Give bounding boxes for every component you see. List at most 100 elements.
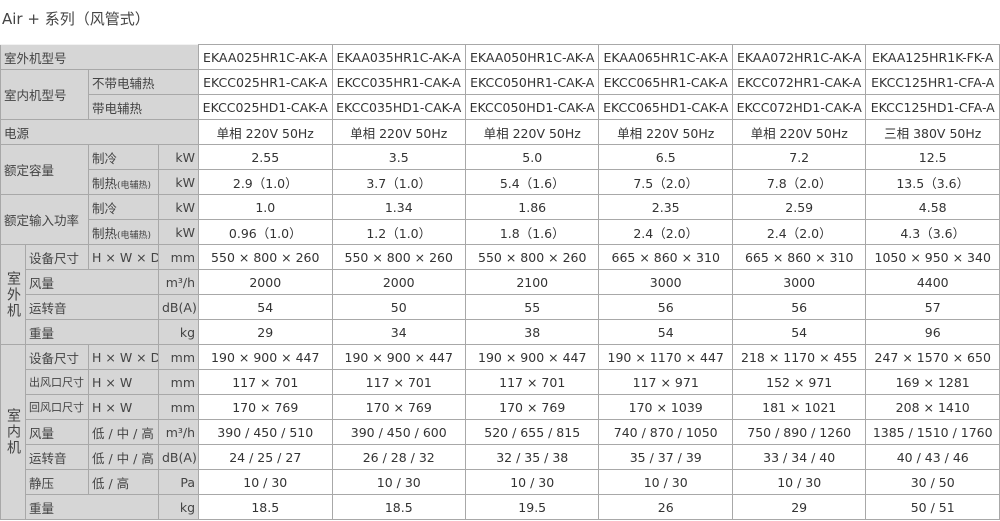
unit-label: kW — [157, 144, 200, 170]
table-body: 室外机型号 EKAA025HR1C-AK-A EKAA035HR1C-AK-A EKA… — [0, 44, 1000, 520]
mode: 制热 — [92, 175, 118, 191]
value-cell: 117 × 701 — [198, 369, 333, 395]
mode-label: 制冷 — [88, 144, 159, 170]
value-cell: EKCC025HR1-CAK-A — [198, 69, 333, 95]
value-cell: 10 / 30 — [464, 469, 600, 495]
value-cell: EKCC035HD1-CAK-A — [331, 94, 466, 120]
spec-label: 低 / 高 — [88, 469, 159, 495]
row-label: 电源 — [0, 119, 200, 145]
value-cell: 38 — [464, 319, 600, 345]
value-cell: 4.58 — [865, 194, 1000, 220]
value-cell: 40 / 43 / 46 — [865, 444, 1000, 470]
spec-label: H × W × D — [88, 344, 159, 370]
table-row: 带电辅热 EKCC025HD1-CAK-A EKCC035HD1-CAK-A EKCC… — [1, 94, 1000, 120]
unit-label: mm — [157, 244, 200, 270]
table-row: 电源 单相 220V 50Hz 单相 220V 50Hz 单相 220V 50Hz 单相… — [0, 119, 1000, 145]
table-row: 运转音低 / 中 / 高 dB(A) 24 / 25 / 27 26 / 28 / 3… — [1, 444, 1000, 470]
item-label: 设备尺寸 — [25, 244, 89, 270]
spec-label: H × W × D — [88, 244, 159, 270]
value-cell: 117 × 971 — [598, 369, 733, 395]
value-cell: 5.4（1.6） — [464, 169, 600, 195]
value-cell: 26 — [598, 494, 733, 520]
value-cell: 单相 220V 50Hz — [731, 119, 867, 145]
value-cell: EKCC025HD1-CAK-A — [198, 94, 333, 120]
spec-label: H × W — [88, 394, 159, 420]
value-cell: 18.5 — [331, 494, 466, 520]
value-cell: 1.86 — [464, 194, 600, 220]
value-cell: 18.5 — [198, 494, 333, 520]
mode-label: 制热(电辅热) — [88, 219, 159, 245]
value-cell: 190 × 1170 × 447 — [598, 344, 733, 370]
value-cell: 三相 380V 50Hz — [865, 119, 1000, 145]
unit-label: kg — [157, 319, 200, 345]
value-cell: 1.2（1.0） — [331, 219, 466, 245]
value-cell: EKAA125HR1K-FK-A — [865, 44, 1000, 70]
value-cell: 单相 220V 50Hz — [198, 119, 333, 145]
value-cell: 7.5（2.0） — [598, 169, 733, 195]
value-cell: 54 — [598, 319, 733, 345]
value-cell: 56 — [598, 294, 733, 320]
value-cell: 50 — [331, 294, 466, 320]
row-label: 室内机型号 — [0, 69, 89, 120]
mode-note: (电辅热) — [117, 180, 152, 191]
value-cell: 665 × 860 × 310 — [598, 244, 733, 270]
value-cell: 6.5 — [598, 144, 733, 170]
item-label: 重量 — [25, 494, 159, 520]
value-cell: 50 / 51 — [865, 494, 1000, 520]
variant-label: 不带电辅热 — [87, 69, 200, 95]
value-cell: 3000 — [598, 269, 733, 295]
value-cell: EKAA035HR1C-AK-A — [331, 44, 466, 70]
value-cell: 54 — [731, 319, 867, 345]
value-cell: 208 × 1410 — [865, 394, 1000, 420]
value-cell: 35 / 37 / 39 — [598, 444, 733, 470]
value-cell: 190 × 900 × 447 — [464, 344, 600, 370]
unit-label: mm — [157, 344, 200, 370]
unit-label: kg — [157, 494, 200, 520]
value-cell: 24 / 25 / 27 — [198, 444, 333, 470]
spec-label: 低 / 中 / 高 — [88, 419, 159, 445]
table-row: 重量 kg 29 34 38 54 54 96 — [1, 319, 1000, 345]
table-row: 重量 kg 18.5 18.5 19.5 26 29 50 / 51 — [1, 494, 1000, 520]
item-label: 风量 — [25, 419, 89, 445]
unit-label: dB(A) — [157, 294, 200, 320]
value-cell: 4.3（3.6） — [865, 219, 1000, 245]
value-cell: EKCC035HR1-CAK-A — [331, 69, 466, 95]
unit-label: m³/h — [157, 269, 200, 295]
value-cell: 2.4（2.0） — [598, 219, 733, 245]
value-cell: 665 × 860 × 310 — [731, 244, 867, 270]
value-cell: 57 — [865, 294, 1000, 320]
item-label: 设备尺寸 — [25, 344, 89, 370]
value-cell: 117 × 701 — [464, 369, 600, 395]
unit-label: kW — [157, 219, 200, 245]
unit-label: kW — [157, 194, 200, 220]
value-cell: 0.96（1.0） — [198, 219, 333, 245]
table-row: 额定输入功率 制冷 kW 1.0 1.34 1.86 2.35 2.59 4.58 — [0, 194, 1000, 245]
item-label: 重量 — [25, 319, 159, 345]
unit-label: mm — [157, 369, 200, 395]
value-cell: EKCC065HR1-CAK-A — [598, 69, 733, 95]
mode-label: 制冷 — [88, 194, 159, 220]
value-cell: EKCC072HD1-CAK-A — [731, 94, 867, 120]
value-cell: 390 / 450 / 510 — [198, 419, 333, 445]
value-cell: 1.0 — [198, 194, 333, 220]
group-label: 室外机 — [0, 244, 26, 345]
value-cell: 10 / 30 — [198, 469, 333, 495]
value-cell: 169 × 1281 — [865, 369, 1000, 395]
item-label: 运转音 — [25, 444, 89, 470]
spec-table: 室外机型号 EKAA025HR1C-AK-A EKAA035HR1C-AK-A EKA… — [0, 44, 1000, 520]
value-cell: 96 — [865, 319, 1000, 345]
unit-label: mm — [157, 394, 200, 420]
item-label: 出风口尺寸 — [25, 369, 89, 395]
value-cell: 550 × 800 × 260 — [198, 244, 333, 270]
value-cell: EKAA072HR1C-AK-A — [731, 44, 867, 70]
value-cell: 3.7（1.0） — [331, 169, 466, 195]
value-cell: 29 — [198, 319, 333, 345]
value-cell: 2.35 — [598, 194, 733, 220]
mode-label: 制热(电辅热) — [88, 169, 159, 195]
unit-label: m³/h — [157, 419, 200, 445]
value-cell: 550 × 800 × 260 — [464, 244, 600, 270]
value-cell: 3.5 — [331, 144, 466, 170]
